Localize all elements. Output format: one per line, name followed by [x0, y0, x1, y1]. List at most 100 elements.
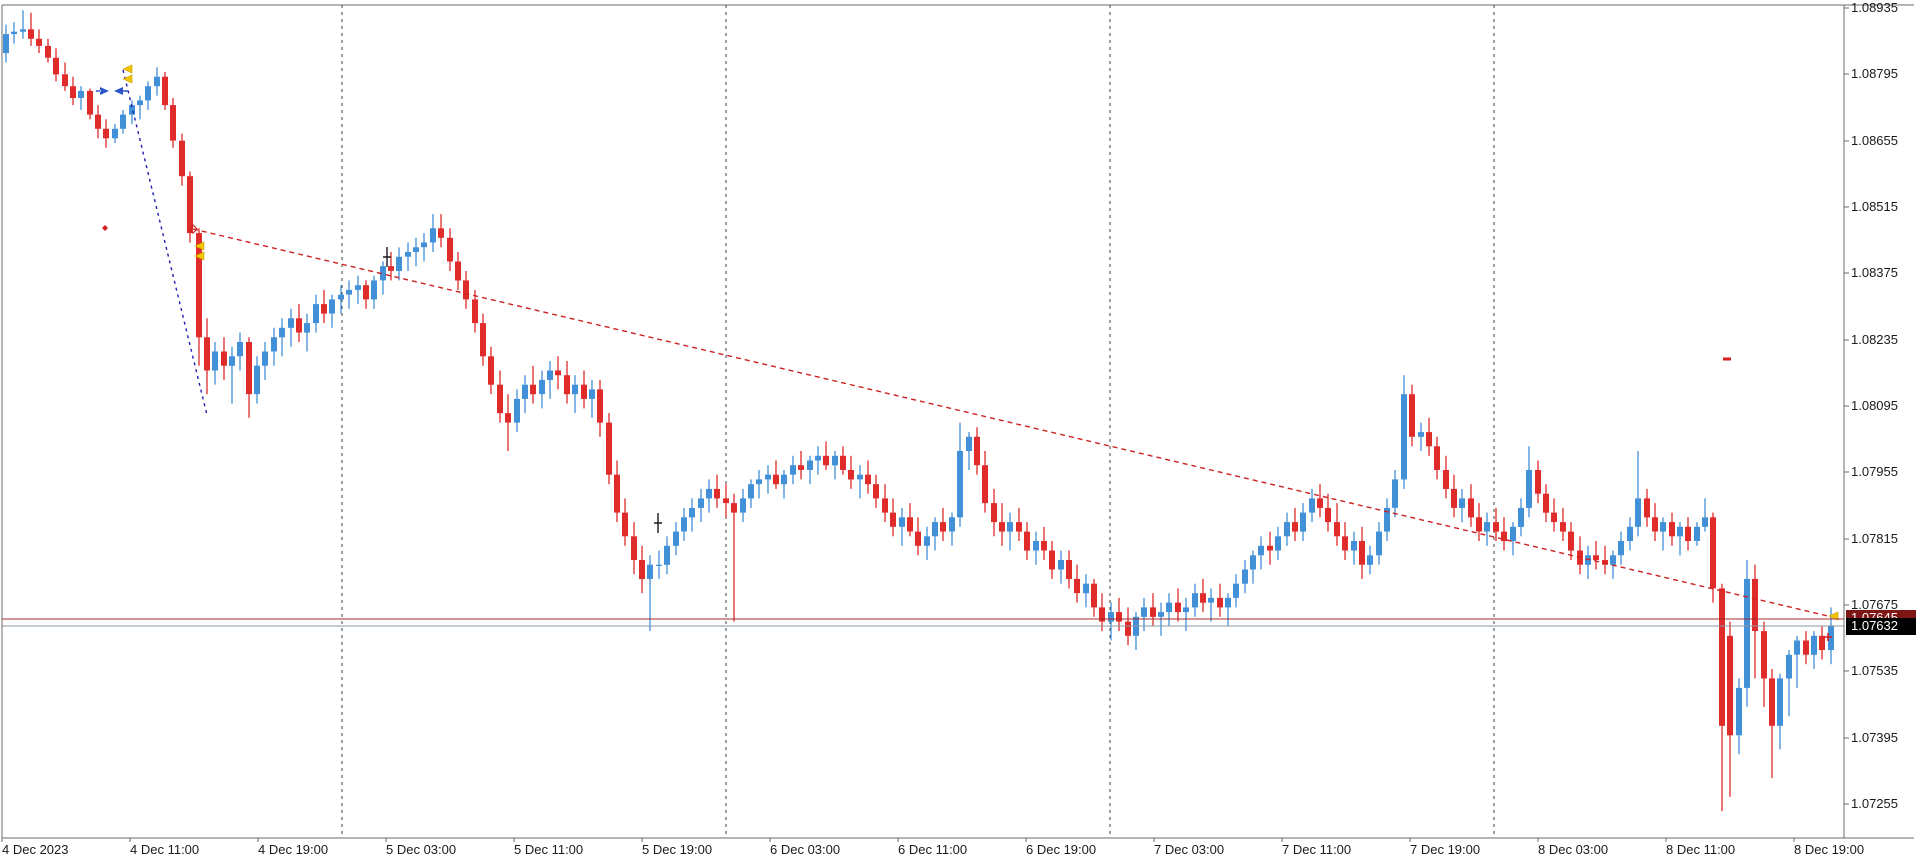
- candle-body: [1434, 446, 1440, 470]
- red-dot-marker[interactable]: [102, 225, 108, 231]
- candle-body: [1476, 517, 1482, 532]
- candle-body: [1342, 536, 1348, 551]
- yellow-arrow-marker[interactable]: [1828, 611, 1839, 621]
- candle-body: [338, 294, 344, 300]
- candle-body: [1401, 394, 1407, 480]
- time-axis-label: 7 Dec 19:00: [1410, 842, 1481, 857]
- candle-body: [1033, 541, 1039, 551]
- descending-red-trendline[interactable]: [192, 228, 1833, 618]
- candle-body: [530, 384, 536, 395]
- time-axis-label: 4 Dec 2023: [2, 842, 69, 857]
- red-diamond-marker[interactable]: [188, 224, 198, 234]
- candle-body: [589, 389, 595, 399]
- candle-body: [279, 327, 285, 338]
- candle-body: [539, 379, 545, 395]
- candle-body: [899, 517, 905, 527]
- candle-body: [1602, 560, 1608, 565]
- candle-body: [1309, 498, 1315, 513]
- candle-body: [1217, 597, 1223, 608]
- candle-body: [212, 351, 218, 371]
- candle-body: [1150, 607, 1156, 617]
- candle-body: [873, 484, 879, 499]
- red-dash-marker[interactable]: [1723, 357, 1731, 361]
- candle-body: [36, 38, 42, 46]
- candle-body: [957, 451, 963, 518]
- candle-body: [472, 299, 478, 324]
- price-axis-label: 1.08375: [1851, 265, 1898, 280]
- candle-body: [882, 498, 888, 513]
- candle-body: [706, 488, 712, 499]
- candle-body: [940, 522, 946, 532]
- candle-body: [1560, 522, 1566, 532]
- yellow-arrow-marker[interactable]: [194, 251, 205, 261]
- candle-body: [187, 176, 193, 234]
- candle-body: [1166, 602, 1172, 613]
- yellow-arrow-marker[interactable]: [122, 74, 133, 84]
- candle-body: [363, 285, 369, 300]
- candle-body: [622, 512, 628, 537]
- candle-body: [1652, 517, 1658, 532]
- candle-body: [1192, 593, 1198, 608]
- candle-body: [488, 356, 494, 385]
- candle-body: [1284, 522, 1290, 537]
- candle-body: [1610, 555, 1616, 565]
- candle-body: [103, 128, 109, 139]
- candle-body: [1267, 545, 1273, 551]
- candle-body: [1258, 545, 1264, 556]
- candle-body: [62, 74, 68, 87]
- chart-border: [1, 4, 1914, 839]
- candle-body: [555, 370, 561, 376]
- candle-body: [137, 100, 143, 106]
- price-axis-label: 1.08935: [1851, 0, 1898, 15]
- candle-body: [1125, 621, 1131, 636]
- candle-body: [221, 351, 227, 366]
- black-doji-marker: [654, 513, 662, 533]
- candle-body: [756, 479, 762, 485]
- candle-body: [1736, 687, 1742, 736]
- candle-body: [1359, 541, 1365, 565]
- candle-body: [1233, 583, 1239, 598]
- candle-body: [11, 31, 17, 35]
- candle-body: [321, 304, 327, 314]
- ask-price-label: 1.07645: [1846, 610, 1916, 618]
- yellow-arrow-marker[interactable]: [122, 64, 133, 74]
- candle-body: [1351, 541, 1357, 551]
- candle-body: [1593, 555, 1599, 560]
- candle-body: [20, 29, 26, 32]
- candle-body: [112, 128, 118, 139]
- candle-body: [1325, 507, 1331, 523]
- candle-body: [1551, 512, 1557, 523]
- candle-body: [1367, 555, 1373, 565]
- candle-body: [949, 517, 955, 532]
- candle-body: [304, 323, 310, 333]
- candle-body: [1761, 631, 1767, 679]
- candle-body: [807, 460, 813, 470]
- time-axis-label: 7 Dec 03:00: [1154, 842, 1225, 857]
- candle-body: [689, 507, 695, 518]
- blue-arrow-right-marker[interactable]: [96, 87, 109, 95]
- candle-body: [413, 247, 419, 252]
- candle-body: [355, 285, 361, 290]
- candle-body: [70, 86, 76, 98]
- candle-body: [154, 76, 160, 87]
- candle-body: [1702, 517, 1708, 527]
- red-cross-marker[interactable]: [1824, 633, 1832, 641]
- candle-body: [254, 365, 260, 395]
- candle-body: [1685, 526, 1691, 541]
- steep-blue-trendline[interactable]: [122, 69, 208, 416]
- candle-body: [924, 536, 930, 546]
- candle-body: [1024, 531, 1030, 551]
- yellow-arrow-marker[interactable]: [194, 241, 205, 251]
- time-axis-label: 6 Dec 03:00: [770, 842, 841, 857]
- candle-body: [572, 384, 578, 395]
- candle-body: [1459, 498, 1465, 508]
- candle-body: [1041, 541, 1047, 551]
- candle-body: [1677, 526, 1683, 537]
- blue-arrow-left-marker[interactable]: [114, 87, 128, 95]
- candle-body: [204, 337, 210, 371]
- candle-body: [1694, 526, 1700, 541]
- candle-body: [447, 237, 453, 262]
- candle-body: [974, 436, 980, 466]
